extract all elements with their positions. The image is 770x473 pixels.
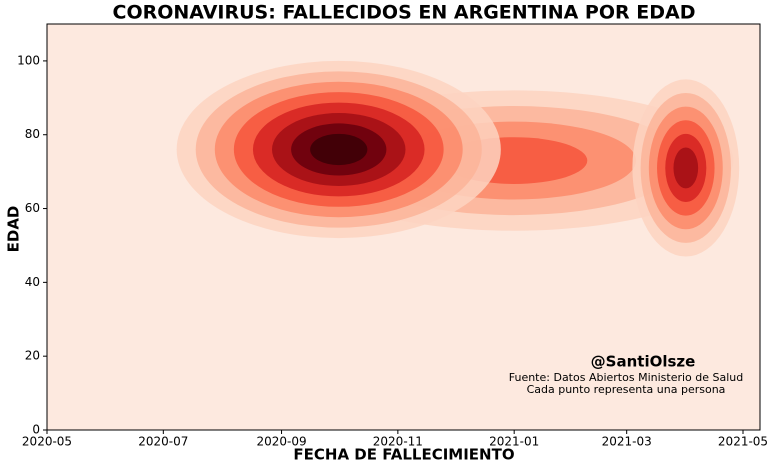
annotation-note: Cada punto representa una persona (527, 383, 726, 396)
y-tick-label: 80 (25, 127, 40, 141)
annotation-source: Fuente: Datos Abiertos Ministerio de Sal… (509, 371, 744, 384)
y-axis-label: EDAD (5, 206, 23, 253)
x-tick-label: 2021-03 (602, 435, 652, 449)
x-tick-label: 2020-07 (138, 435, 188, 449)
x-tick-label: 2020-05 (22, 435, 72, 449)
y-tick-label: 100 (17, 53, 40, 67)
y-tick-label: 60 (25, 201, 40, 215)
y-tick-label: 0 (32, 423, 40, 437)
y-tick-label: 20 (25, 349, 40, 363)
density-level (310, 133, 368, 166)
x-tick-label: 2020-11 (373, 435, 423, 449)
y-tick-label: 40 (25, 275, 40, 289)
x-tick-label: 2020-09 (256, 435, 306, 449)
x-tick-label: 2021-01 (489, 435, 539, 449)
annotation-handle: @SantiOlsze (591, 353, 696, 371)
x-axis-label: FECHA DE FALLECIMIENTO (293, 446, 514, 464)
density-level (673, 147, 699, 189)
chart-title: CORONAVIRUS: FALLECIDOS EN ARGENTINA POR… (113, 2, 696, 24)
plot-frame (46, 23, 761, 431)
x-tick-label: 2021-05 (718, 435, 768, 449)
